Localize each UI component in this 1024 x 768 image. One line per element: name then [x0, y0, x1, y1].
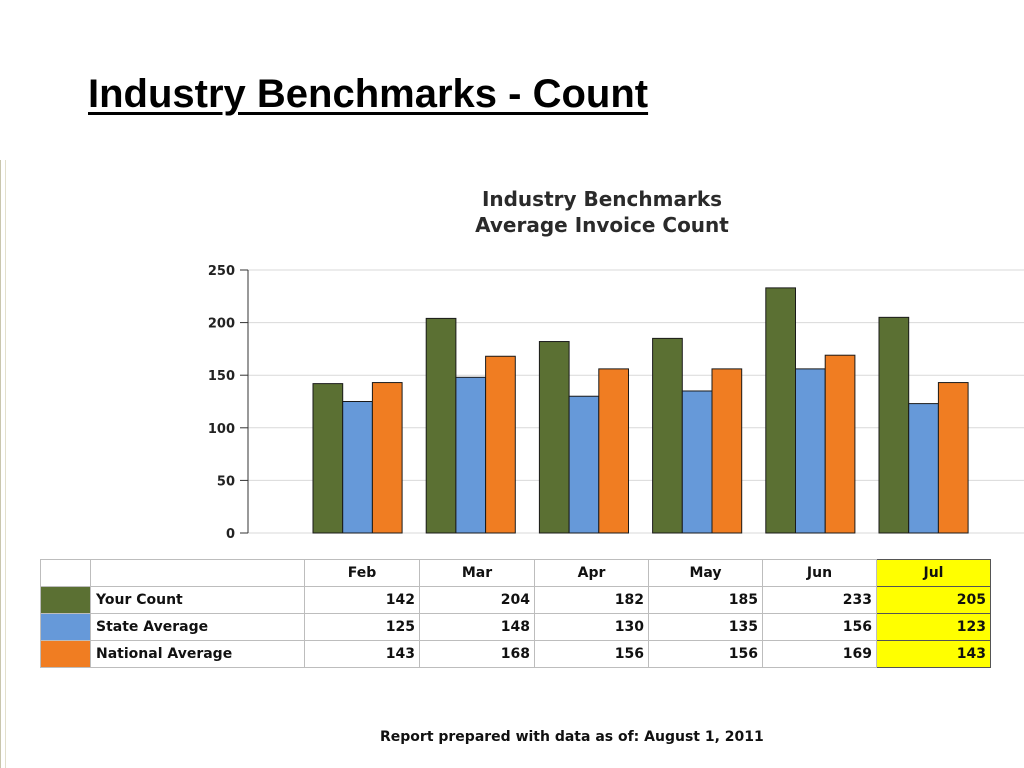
- value-cell: 130: [534, 613, 649, 641]
- data-table: Feb Mar Apr May Jun Jul Your Count 142 204 182 185…: [40, 559, 991, 668]
- bar-state-average-apr: [568, 395, 600, 534]
- bar-national-average-may: [711, 368, 743, 534]
- value-cell: 135: [648, 613, 763, 641]
- y-tick-label: 150: [208, 369, 235, 384]
- value-cell: 169: [762, 640, 877, 668]
- bar-national-average-jul: [937, 382, 969, 534]
- bar-national-average-apr: [598, 368, 629, 534]
- value-cell: 143: [304, 640, 420, 668]
- value-cell: 168: [419, 640, 535, 668]
- table-row: Your Count 142 204 182 185 233 205: [40, 586, 991, 614]
- header-empty-cell: [40, 559, 91, 587]
- value-cell: 233: [762, 586, 877, 614]
- bar-chart: 0 50 100 150 200 250: [208, 264, 1024, 542]
- chart-title: Industry Benchmarks: [481, 187, 723, 211]
- legend-swatch: [40, 586, 91, 614]
- value-cell: 156: [534, 640, 649, 668]
- table-row: State Average 125 148 130 135 156 123: [40, 613, 991, 641]
- header-empty-cell: [90, 559, 305, 587]
- column-header-apr: Apr: [534, 559, 649, 587]
- value-cell: 205: [876, 586, 991, 614]
- y-tick-label: 50: [217, 474, 235, 489]
- y-tick-label: 200: [208, 317, 235, 332]
- value-cell: 204: [419, 586, 535, 614]
- table-row: National Average 143 168 156 156 169 143: [40, 640, 991, 668]
- value-cell: 142: [304, 586, 420, 614]
- report-date-note: Report prepared with data as of: August …: [380, 729, 764, 745]
- bar-your-count-feb: [312, 383, 344, 534]
- bar-state-average-mar: [455, 376, 487, 534]
- column-header-feb: Feb: [304, 559, 420, 587]
- bar-your-count-jul: [878, 316, 910, 534]
- bar-your-count-mar: [425, 317, 457, 534]
- bar-your-count-jun: [765, 287, 796, 534]
- column-header-jun: Jun: [762, 559, 877, 587]
- series-label: National Average: [90, 640, 305, 668]
- y-tick-label: 250: [208, 264, 235, 279]
- bar-state-average-feb: [342, 401, 373, 534]
- y-tick-label: 0: [226, 527, 235, 542]
- chart-subtitle: Average Invoice Count: [475, 213, 729, 237]
- bar-national-average-feb: [371, 382, 403, 534]
- bar-national-average-jun: [824, 354, 856, 534]
- bar-state-average-may: [681, 390, 713, 534]
- value-cell: 156: [648, 640, 763, 668]
- bar-state-average-jun: [795, 368, 826, 534]
- bar-your-count-may: [652, 337, 683, 534]
- bar-your-count-apr: [538, 341, 570, 534]
- slide-title: Industry Benchmarks - Count: [88, 72, 649, 116]
- column-header-may: May: [648, 559, 763, 587]
- value-cell: 123: [876, 613, 991, 641]
- value-cell: 143: [876, 640, 991, 668]
- value-cell: 185: [648, 586, 763, 614]
- left-border-rule: [0, 160, 6, 768]
- series-label: Your Count: [90, 586, 305, 614]
- value-cell: 156: [762, 613, 877, 641]
- value-cell: 148: [419, 613, 535, 641]
- column-header-jul: Jul: [876, 559, 991, 587]
- legend-swatch: [40, 640, 91, 668]
- bar-national-average-mar: [485, 355, 516, 534]
- value-cell: 125: [304, 613, 420, 641]
- y-tick-label: 100: [208, 422, 235, 437]
- legend-swatch: [40, 613, 91, 641]
- bar-state-average-jul: [908, 403, 939, 534]
- series-label: State Average: [90, 613, 305, 641]
- value-cell: 182: [534, 586, 649, 614]
- table-header-row: Feb Mar Apr May Jun Jul: [40, 559, 991, 587]
- column-header-mar: Mar: [419, 559, 535, 587]
